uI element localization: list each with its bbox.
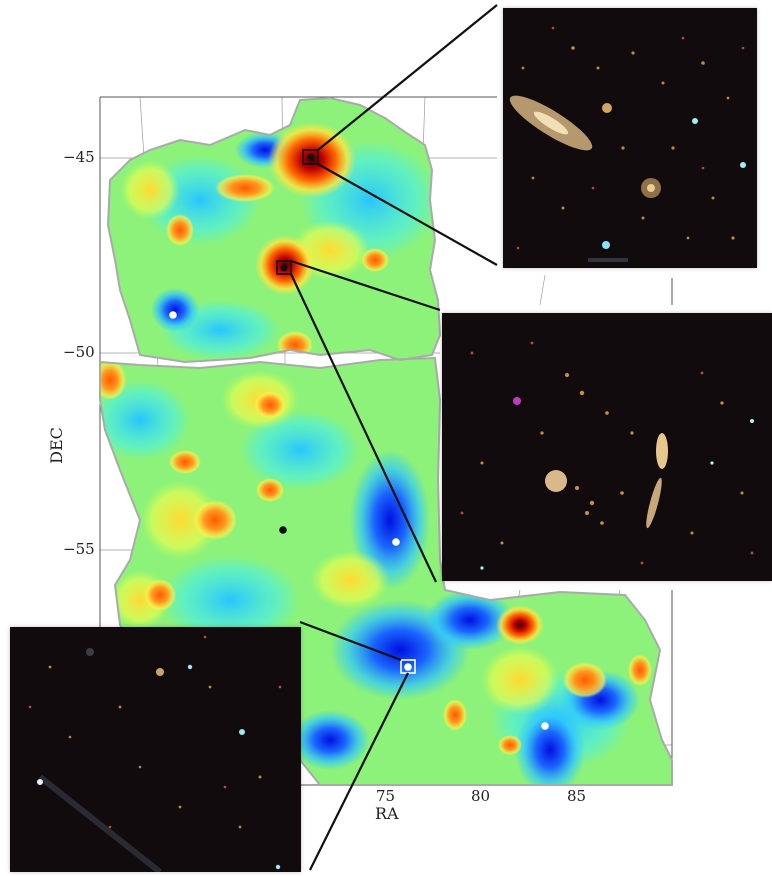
x-tick-label: 75 (376, 787, 396, 805)
inset-bottom-left (10, 627, 301, 872)
inset-top-right-image (503, 8, 757, 268)
x-axis-title: RA (375, 804, 399, 823)
connector-lines (290, 4, 498, 871)
inset-middle-right-image (442, 313, 772, 581)
inset-top-right (503, 8, 757, 268)
x-tick-label: 85 (567, 787, 587, 805)
y-tick-label: −45 (63, 148, 95, 166)
x-tick-label: 80 (471, 787, 491, 805)
white-dots (169, 311, 549, 730)
inset-middle-right (442, 313, 772, 581)
black-dots (279, 153, 315, 534)
y-tick-label: −55 (63, 540, 95, 558)
inset-bottom-left-image (10, 627, 301, 872)
y-axis-title: DEC (46, 427, 66, 464)
y-tick-label: −50 (63, 343, 95, 361)
